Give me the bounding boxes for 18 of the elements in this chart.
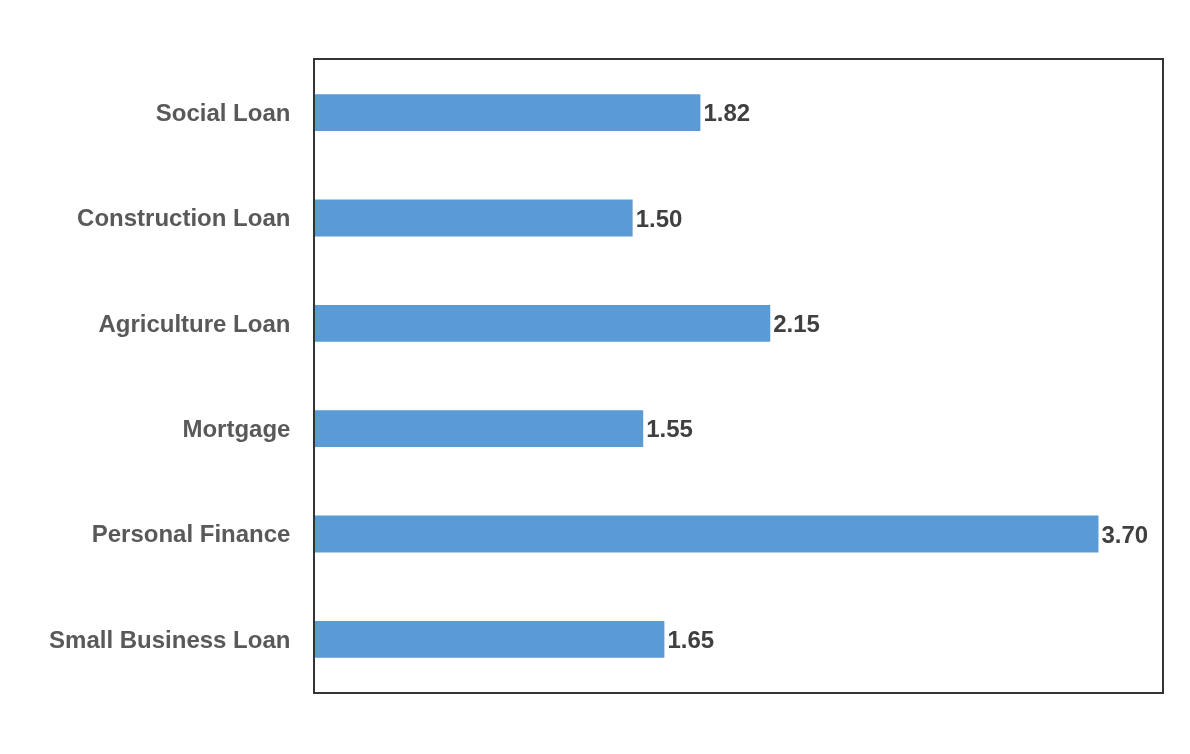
bar bbox=[315, 94, 701, 132]
data-label: 3.70 bbox=[1101, 520, 1149, 548]
data-label: 2.15 bbox=[773, 309, 820, 337]
bar bbox=[315, 304, 771, 342]
y-tick-label: Social Loan bbox=[155, 99, 291, 127]
bar bbox=[315, 620, 665, 658]
y-tick-label: Agriculture Loan bbox=[98, 309, 291, 337]
bar bbox=[315, 515, 1099, 553]
data-label: 1.65 bbox=[667, 625, 715, 653]
data-label: 1.55 bbox=[646, 415, 693, 443]
bar bbox=[315, 199, 633, 237]
y-tick-label: Small Business Loan bbox=[49, 625, 291, 653]
data-label: 1.50 bbox=[635, 204, 683, 232]
y-tick-label: Construction Loan bbox=[77, 204, 291, 232]
bar bbox=[315, 410, 644, 448]
y-tick-label: Mortgage bbox=[182, 415, 291, 443]
data-label: 1.82 bbox=[703, 99, 751, 127]
y-tick-label: Personal Finance bbox=[91, 520, 291, 548]
